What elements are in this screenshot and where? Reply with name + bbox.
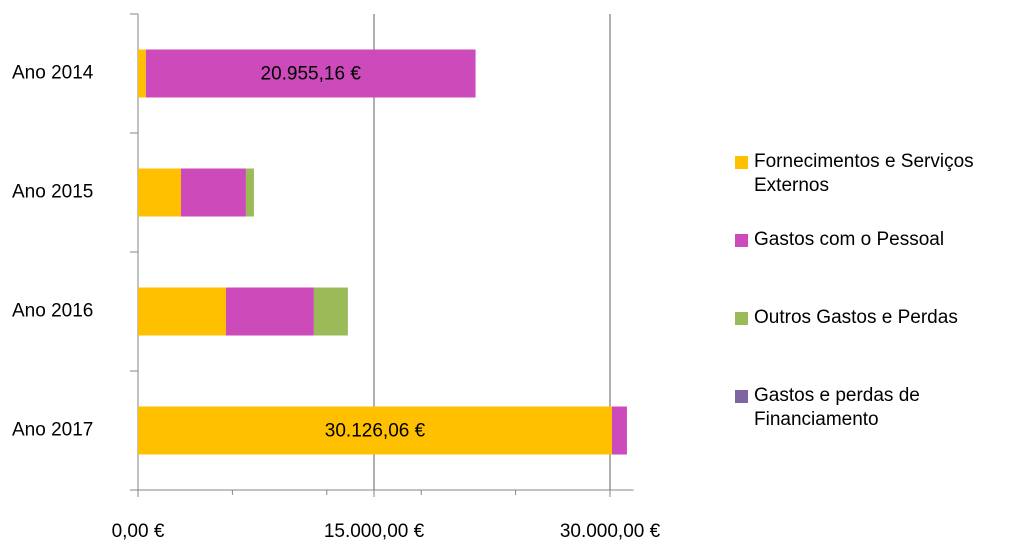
bar-segment [138, 168, 181, 217]
data-label: 20.955,16 € [261, 64, 362, 85]
y-tick-label: Ano 2016 [12, 301, 93, 322]
legend-item: Gastos com o Pessoal [735, 228, 1033, 306]
bar-segment [225, 287, 314, 336]
chart: 0,00 € 15.000,00 € 30.000,00 € Ano 2014 20.9… [12, 13, 661, 542]
legend-label: Outros Gastos e Perdas [754, 307, 958, 328]
y-tick-label: Ano 2015 [12, 182, 93, 203]
bar-segment [138, 287, 226, 336]
bar-segment [180, 168, 246, 217]
y-tick-label: Ano 2017 [12, 420, 93, 441]
x-tick-label: 30.000,00 € [560, 521, 661, 542]
bar-segment [611, 406, 627, 455]
legend-swatch [735, 390, 748, 403]
legend-swatch [735, 312, 748, 325]
legend: Fornecimentos e Serviços Externos Gastos … [735, 150, 1033, 462]
bar-segment [145, 49, 476, 98]
x-tick-label: 0,00 € [112, 521, 165, 542]
bar-segment [138, 49, 146, 98]
x-tick-label: 15.000,00 € [324, 521, 425, 542]
y-tick-label: Ano 2014 [12, 63, 94, 84]
legend-item: Gastos e perdas de Financiamento [735, 384, 1033, 462]
bar-segment [138, 406, 612, 455]
legend-swatch [735, 156, 748, 169]
bar-segment [313, 287, 348, 336]
legend-label: Gastos e perdas de Financiamento [754, 385, 920, 430]
bar-segment [245, 168, 254, 217]
legend-swatch [735, 234, 748, 247]
legend-label: Gastos com o Pessoal [754, 229, 945, 250]
legend-item: Outros Gastos e Perdas [735, 306, 1033, 384]
legend-item: Fornecimentos e Serviços Externos [735, 150, 1033, 228]
data-label: 30.126,06 € [325, 421, 426, 442]
legend-label: Fornecimentos e Serviços Externos [754, 151, 974, 196]
